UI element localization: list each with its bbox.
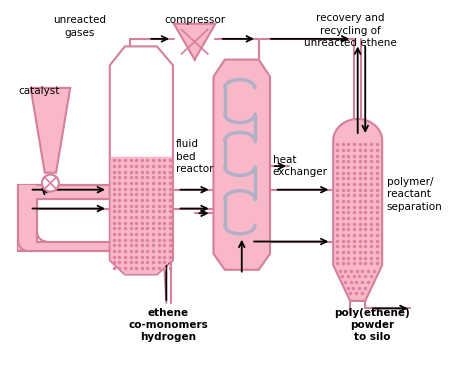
Text: fluid
bed
reactor: fluid bed reactor xyxy=(176,139,213,174)
Polygon shape xyxy=(333,119,382,301)
Polygon shape xyxy=(111,157,172,273)
Polygon shape xyxy=(31,88,70,173)
Circle shape xyxy=(42,175,59,192)
Polygon shape xyxy=(174,24,216,60)
Bar xyxy=(18,185,125,199)
Text: recovery and
recycling of
unreacted ethene: recovery and recycling of unreacted ethe… xyxy=(304,13,396,48)
Bar xyxy=(18,185,125,199)
Bar xyxy=(18,242,125,251)
Text: unreacted
gases: unreacted gases xyxy=(53,15,106,38)
Polygon shape xyxy=(110,46,173,275)
Text: polymer/
reactant
separation: polymer/ reactant separation xyxy=(387,177,443,212)
Text: ethene
co-monomers
hydrogen: ethene co-monomers hydrogen xyxy=(128,307,208,342)
Text: catalyst: catalyst xyxy=(18,86,60,96)
Bar xyxy=(18,185,37,251)
Polygon shape xyxy=(213,60,270,270)
Text: compressor: compressor xyxy=(164,15,225,25)
Text: poly(ethene)
powder
to silo: poly(ethene) powder to silo xyxy=(334,307,410,342)
Text: heat
exchanger: heat exchanger xyxy=(273,155,328,177)
